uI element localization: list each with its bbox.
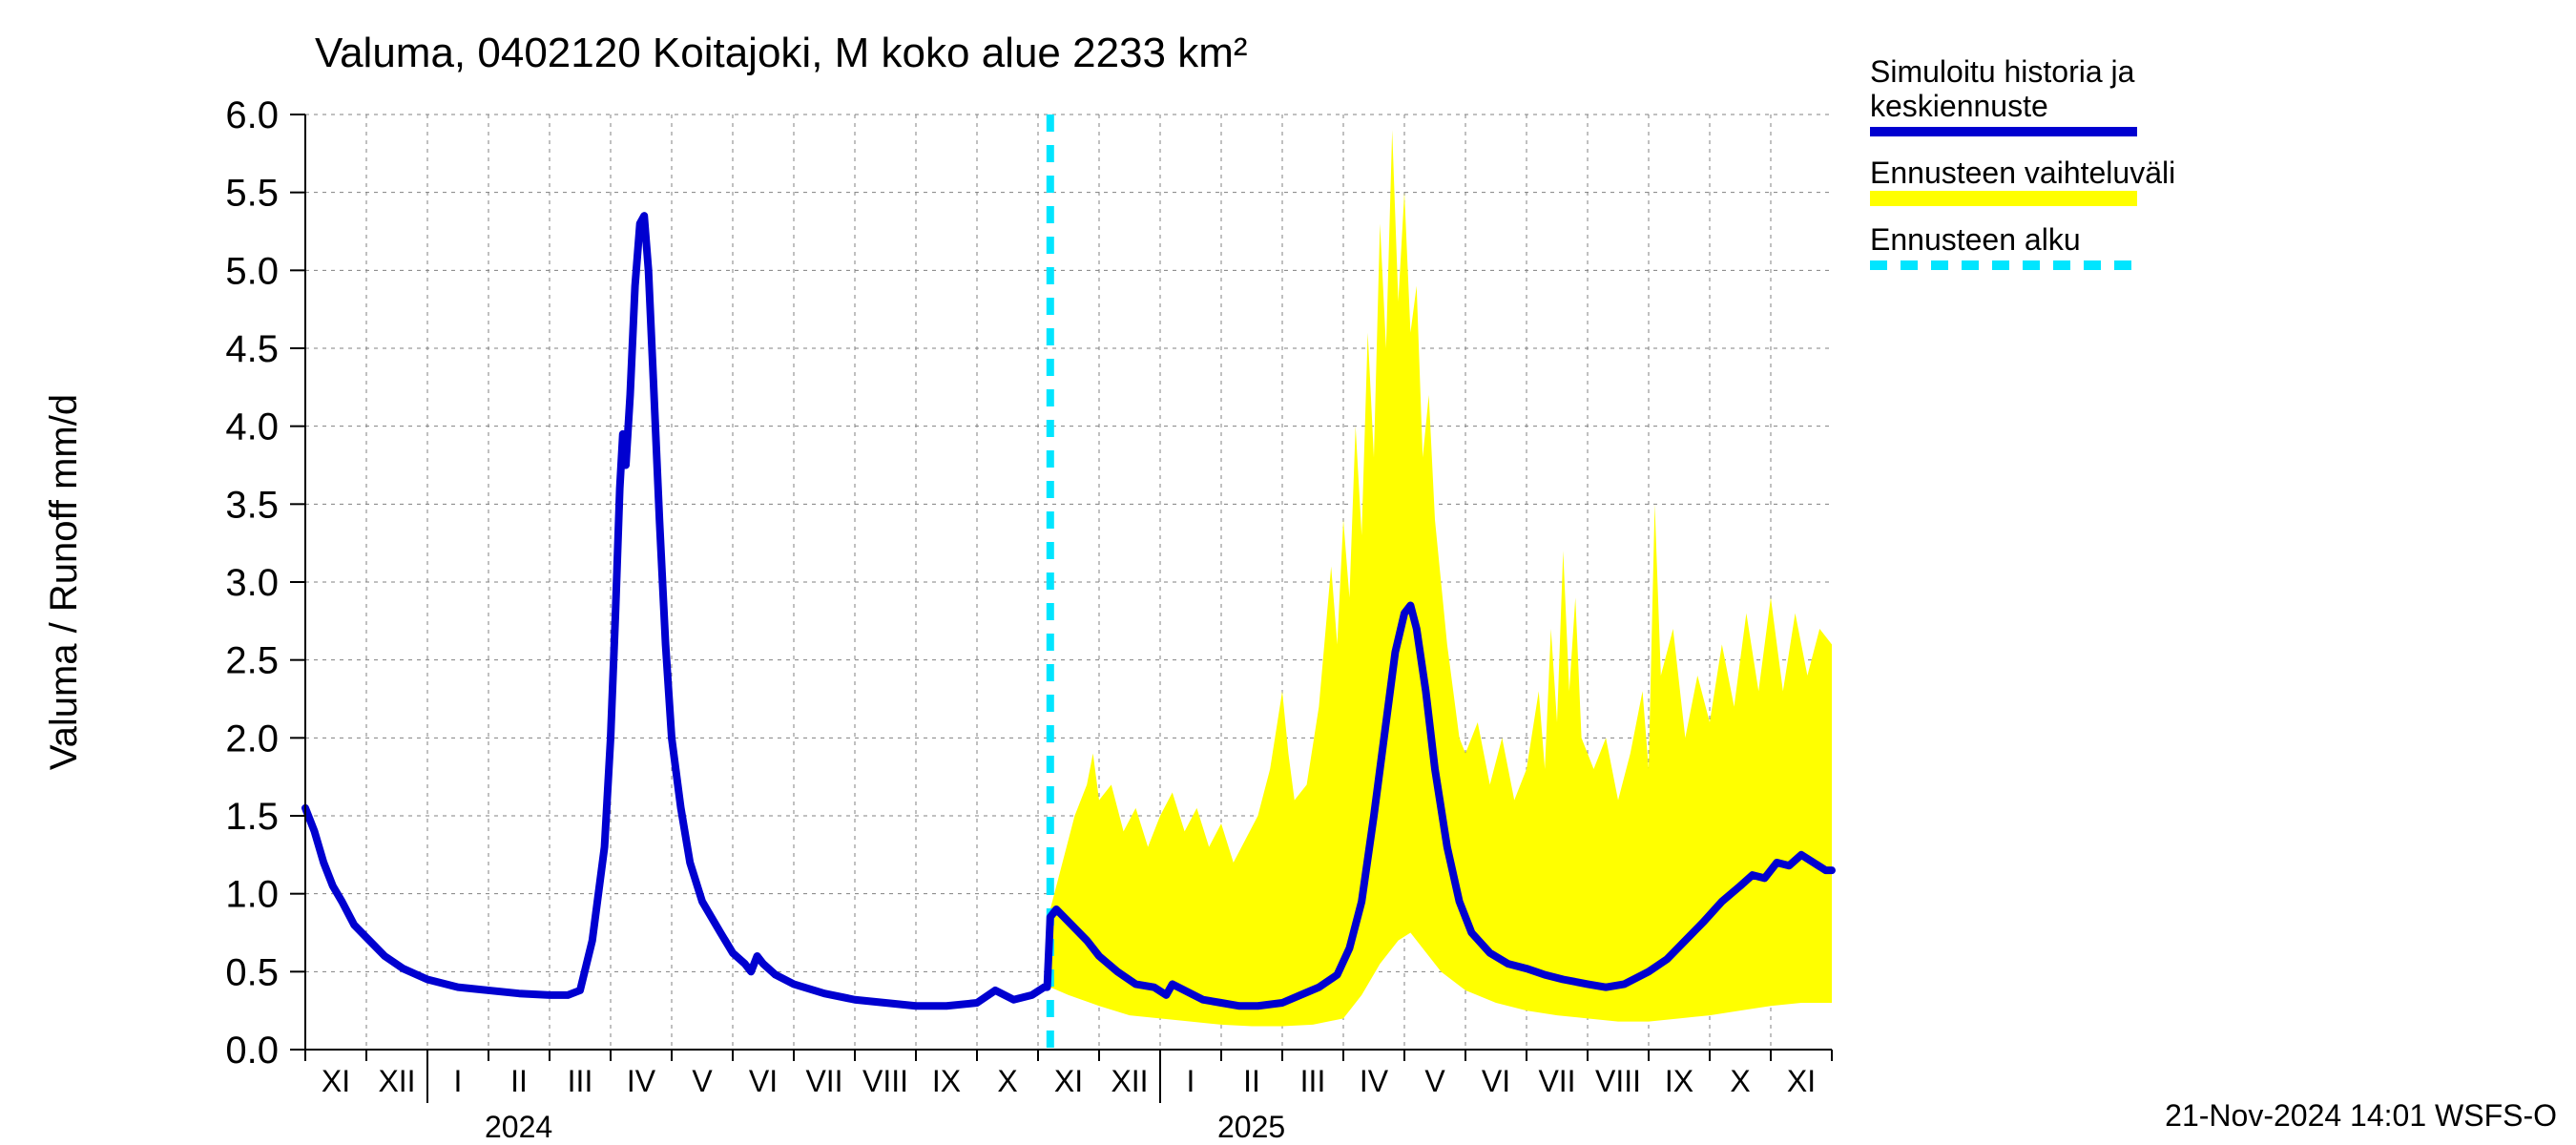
x-month-label: X [997, 1064, 1017, 1098]
x-month-label: V [1424, 1064, 1445, 1098]
y-tick-label: 1.0 [225, 874, 279, 916]
x-month-label: IX [932, 1064, 961, 1098]
x-month-label: II [510, 1064, 528, 1098]
y-tick-label: 3.0 [225, 562, 279, 604]
y-tick-label: 0.0 [225, 1030, 279, 1072]
x-month-label: VI [1482, 1064, 1510, 1098]
legend-label: Simuloitu historia ja [1870, 54, 2135, 89]
x-month-label: XI [1054, 1064, 1083, 1098]
x-month-label: XII [378, 1064, 415, 1098]
x-month-label: XI [322, 1064, 350, 1098]
x-month-label: VIII [1595, 1064, 1641, 1098]
x-month-label: X [1730, 1064, 1750, 1098]
legend-label: keskiennuste [1870, 89, 2048, 123]
x-month-label: V [692, 1064, 713, 1098]
x-month-label: III [568, 1064, 593, 1098]
y-tick-label: 4.5 [225, 328, 279, 370]
y-tick-label: 4.0 [225, 406, 279, 448]
x-month-label: VI [749, 1064, 778, 1098]
y-tick-label: 6.0 [225, 94, 279, 136]
y-tick-label: 2.0 [225, 718, 279, 760]
x-month-label: VII [805, 1064, 842, 1098]
x-month-label: XI [1787, 1064, 1816, 1098]
x-month-label: IV [1360, 1064, 1389, 1098]
y-tick-label: 1.5 [225, 796, 279, 838]
x-month-label: IX [1665, 1064, 1693, 1098]
y-tick-label: 0.5 [225, 951, 279, 993]
x-year-label: 2025 [1217, 1110, 1285, 1144]
x-month-label: II [1243, 1064, 1260, 1098]
x-month-label: IV [627, 1064, 656, 1098]
x-month-label: I [1187, 1064, 1195, 1098]
y-tick-label: 5.0 [225, 250, 279, 292]
y-tick-label: 2.5 [225, 640, 279, 682]
chart-container: 0.0 0.5 1.0 1.5 2.0 2.5 3.0 3.5 4.0 4.5 5.0 5.5 6.0 X… [0, 0, 2576, 1145]
x-month-label: XII [1111, 1064, 1148, 1098]
y-tick-label: 5.5 [225, 173, 279, 215]
timestamp: 21-Nov-2024 14:01 WSFS-O [2165, 1098, 2557, 1133]
x-month-label: III [1300, 1064, 1326, 1098]
y-tick-label: 3.5 [225, 484, 279, 526]
legend-label: Ennusteen alku [1870, 222, 2081, 257]
y-axis-label: Valuma / Runoff mm/d [43, 394, 85, 770]
x-month-label: VIII [862, 1064, 908, 1098]
x-month-label: I [454, 1064, 463, 1098]
chart-title: Valuma, 0402120 Koitajoki, M koko alue 2… [315, 30, 1248, 76]
x-month-label: VII [1538, 1064, 1575, 1098]
x-year-label: 2024 [485, 1110, 552, 1144]
legend-label: Ennusteen vaihteluväli [1870, 156, 2175, 190]
runoff-chart: 0.0 0.5 1.0 1.5 2.0 2.5 3.0 3.5 4.0 4.5 5.0 5.5 6.0 X… [0, 0, 2576, 1145]
